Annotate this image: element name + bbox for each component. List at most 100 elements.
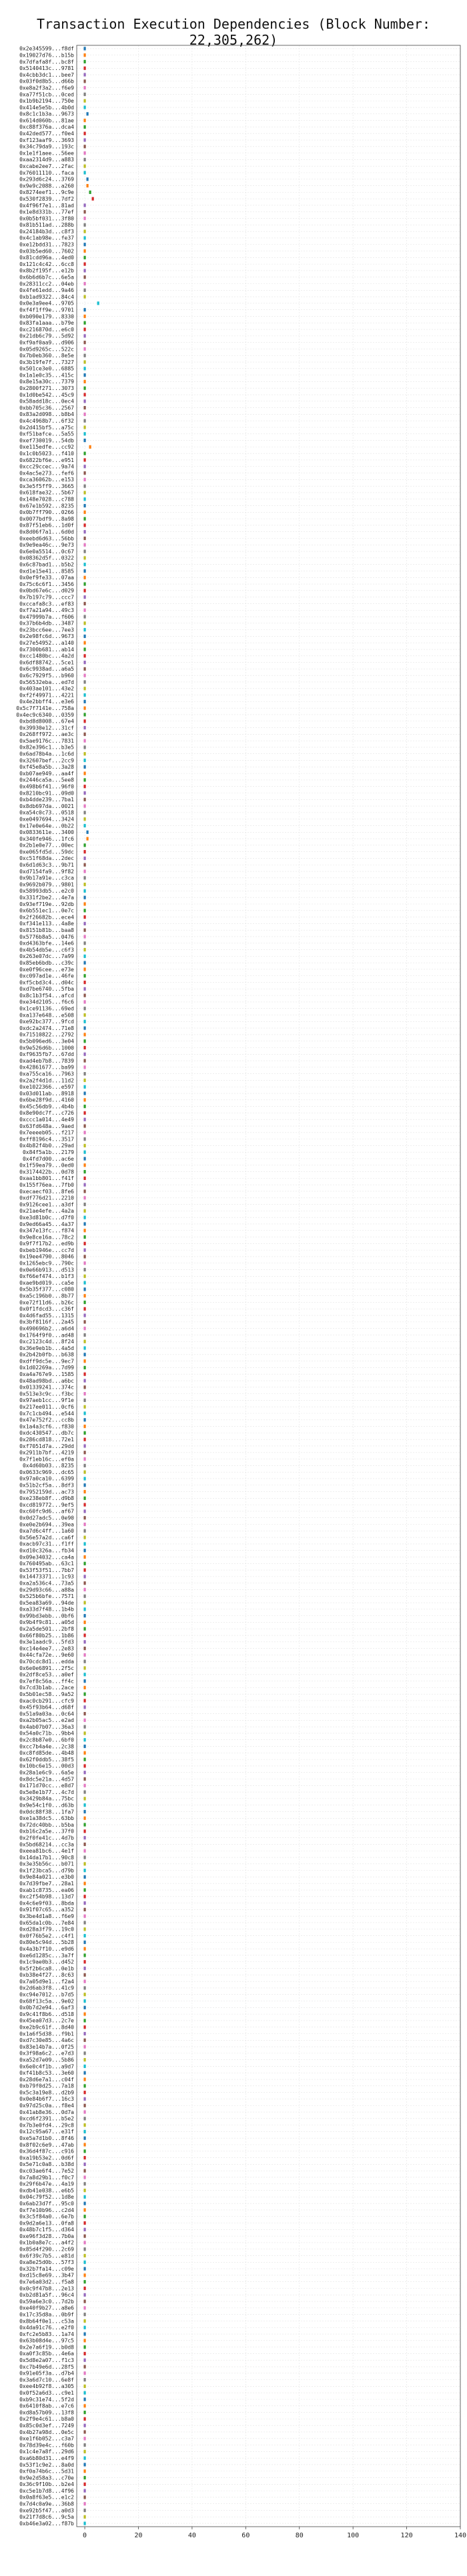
dependency-point (83, 1202, 86, 1207)
y-tick-label: 0x21ae4efe...4a2a (19, 1208, 74, 1214)
y-tick-label: 0x09e34032...ca4a (19, 1554, 74, 1560)
dependency-point (83, 1849, 86, 1853)
dependency-point (83, 765, 86, 769)
y-tick-label: 0xf341e113...4a8e (19, 921, 74, 927)
dependency-point (83, 321, 86, 325)
dependency-point (83, 451, 86, 455)
y-tick-label: 0x81cdd96a...4ed0 (19, 255, 74, 261)
dependency-point (83, 601, 86, 606)
dependency-point (83, 2221, 86, 2225)
y-tick-label: 0x4d6fad55...1315 (19, 1313, 74, 1319)
y-tick-label: 0xd15c8e69...3b47 (19, 2273, 74, 2279)
dependency-point (83, 1933, 86, 1938)
y-tick-label: 0x0633c969...dc65 (19, 1469, 74, 1475)
dependency-point (83, 615, 86, 619)
y-tick-label: 0x5e71c0a8...b38d (19, 2161, 74, 2167)
y-tick-label: 0x7dfafa8f...bc8f (19, 59, 74, 65)
y-tick-label: 0x10bc6e15...00d3 (19, 1763, 74, 1769)
dependency-point (83, 1895, 86, 1899)
dependency-point (83, 1209, 86, 1213)
y-tick-label: 0xf5cbd3c4...d04c (19, 979, 74, 985)
dependency-point (83, 99, 86, 103)
dependency-point (83, 1339, 86, 1343)
y-tick-label: 0xb38e4f27...8c63 (19, 1972, 74, 1978)
y-tick-label: 0x12c95a67...e31f (19, 2129, 74, 2135)
y-tick-label: 0xe2b9c61f...8d40 (19, 2025, 74, 2031)
dependency-point (83, 1757, 86, 1761)
dependency-point (83, 2423, 86, 2427)
y-tick-label: 0xf123aaf9...3693 (19, 137, 74, 143)
y-tick-label: 0x5776b8a5...0476 (19, 934, 74, 940)
y-tick-label: 0x0e3a9ee4...9705 (19, 301, 74, 307)
dependency-point (83, 2463, 86, 2467)
dependency-point (83, 909, 86, 913)
y-tick-label: 0xc216870d...e6c0 (19, 327, 74, 333)
dependency-point (83, 275, 86, 279)
dependency-point (83, 673, 86, 677)
y-tick-label: 0x7eeeeb05...f217 (19, 1130, 74, 1136)
y-tick-label: 0xa0f3c85b...4e6a (19, 2351, 74, 2357)
y-tick-label: 0x6e0e6891...2f5c (19, 1665, 74, 1671)
dependency-point (83, 2351, 86, 2356)
y-tick-label: 0xb2d81a5f...96c4 (19, 2292, 74, 2298)
y-tick-label: 0x53f53f51...7bb7 (19, 1567, 74, 1573)
dependency-point (83, 1039, 86, 1043)
dependency-point (83, 902, 86, 906)
dependency-point (83, 2064, 86, 2069)
dependency-point (83, 1516, 86, 1520)
y-tick-label: 0x42ded577...f0e4 (19, 131, 74, 137)
y-tick-label: 0x62f0ddb5...38f5 (19, 1757, 74, 1763)
dependency-point (83, 1529, 86, 1533)
y-tick-label: 0x6ad78b4a...1c6d (19, 751, 74, 757)
dependency-point (83, 73, 86, 77)
y-tick-label: 0x7a8d29b1...f0c7 (19, 2175, 74, 2181)
dependency-point (83, 1418, 86, 1422)
dependency-point (83, 1829, 86, 1833)
dependency-point (83, 1483, 86, 1487)
dependency-point (89, 190, 91, 194)
dependency-point (83, 771, 86, 775)
y-tick-label: 0x83fa1aaa...b79e (19, 320, 74, 326)
y-tick-label: 0xff8196c4...3517 (19, 1136, 74, 1142)
dependency-point (83, 2280, 86, 2284)
y-tick-label: 0x0d27adc5...0e90 (19, 1515, 74, 1521)
y-tick-label: 0x5140413c...9781 (19, 65, 74, 71)
dependency-point (83, 131, 86, 135)
y-tick-label: 0xa4a767e9...1585 (19, 1371, 74, 1377)
dependency-point (83, 1327, 86, 1331)
dependency-point (83, 1647, 86, 1651)
dependency-point (83, 360, 86, 364)
dependency-point (83, 2273, 86, 2277)
y-tick-label: 0xe3d81b0c...d7f0 (19, 1215, 74, 1221)
dependency-point (83, 1999, 86, 2003)
dependency-point (83, 2449, 86, 2453)
y-tick-label: 0x37b6b4db...3487 (19, 621, 74, 627)
dependency-point (83, 1307, 86, 1311)
dependency-point (83, 2358, 86, 2362)
dependency-point (83, 2227, 86, 2231)
dependency-point (86, 830, 89, 834)
y-tick-label: 0x7d39fbe7...28a1 (19, 1881, 74, 1887)
dependency-point (83, 1725, 86, 1729)
y-tick-label: 0x3c5f84a0...6e7b (19, 2214, 74, 2220)
dependency-point (83, 2045, 86, 2049)
y-tick-label: 0x1e1f1aee...56ee (19, 150, 74, 156)
dependency-point (83, 1463, 86, 1467)
y-tick-label: 0x8274eef1...9c9e (19, 189, 74, 195)
dependency-point (83, 2058, 86, 2062)
y-tick-label: 0xbd8d8008...67e4 (19, 719, 74, 725)
dependency-point (83, 347, 86, 351)
dependency-point (83, 2332, 86, 2336)
y-tick-label: 0x3174422b...0d78 (19, 1169, 74, 1175)
dependency-point (83, 2188, 86, 2193)
y-tick-label: 0x3b19fe7f...7327 (19, 359, 74, 365)
dependency-point (83, 2247, 86, 2251)
y-tick-label: 0xad4eb7b8...7839 (19, 1058, 74, 1064)
y-tick-label: 0x4b82f4b0...29ad (19, 1143, 74, 1149)
y-tick-label: 0x28d6e7a1...c04f (19, 2077, 74, 2083)
dependency-point (83, 1594, 86, 1598)
dependency-point (83, 308, 86, 312)
dependency-point (83, 523, 86, 527)
dependency-point (83, 1907, 86, 1911)
y-tick-label: 0x9e84a021...e3b0 (19, 1874, 74, 1880)
